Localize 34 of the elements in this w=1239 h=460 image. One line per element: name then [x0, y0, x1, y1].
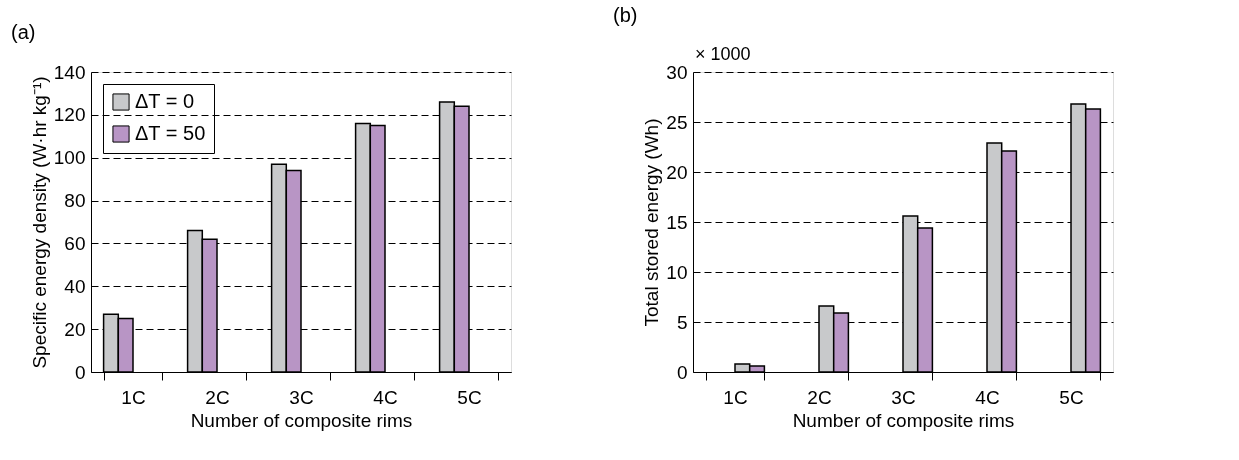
x-tick-label: 1C — [121, 386, 146, 408]
x-tick-label: 3C — [289, 386, 314, 408]
legend-label: ΔT = 0 — [135, 90, 195, 112]
y-tick-label: 25 — [666, 111, 688, 133]
y-tick-label: 140 — [53, 61, 86, 83]
y-tick-label: 60 — [64, 232, 86, 254]
x-axis-title: Number of composite rims — [792, 409, 1015, 431]
y-tick-label: 15 — [666, 211, 688, 233]
x-tick-label: 4C — [373, 386, 398, 408]
x-tick-label: 4C — [975, 386, 1000, 408]
y-tick-label: 0 — [676, 361, 688, 383]
y-tick-label: 0 — [74, 361, 86, 383]
y-axis-title: Specific energy density (W·hr kg⁻¹) — [28, 76, 50, 369]
text: × 1000 — [695, 44, 751, 64]
legend-label: ΔT = 50 — [135, 122, 206, 144]
y-tick-label: 30 — [666, 61, 688, 83]
x-tick-label: 3C — [891, 386, 916, 408]
chart-title: (b) — [613, 4, 638, 26]
y-tick-label: 20 — [64, 318, 86, 340]
x-tick-label: 2C — [807, 386, 832, 408]
x-axis-title: Number of composite rims — [190, 409, 413, 431]
x-tick-label: 5C — [1059, 386, 1084, 408]
y-axis-title: Total stored energy (Wh) — [641, 118, 663, 327]
y-tick-label: 120 — [53, 104, 86, 126]
x-tick-label: 1C — [723, 386, 748, 408]
y-tick-label: 100 — [53, 147, 86, 169]
y-tick-label: 5 — [676, 311, 688, 333]
x-tick-label: 5C — [457, 386, 482, 408]
y-tick-label: 80 — [64, 190, 86, 212]
x-tick-label: 2C — [205, 386, 230, 408]
y-tick-label: 20 — [666, 161, 688, 183]
y-tick-label: 10 — [666, 261, 688, 283]
y-tick-label: 40 — [64, 275, 86, 297]
chart-title: (a) — [11, 21, 36, 43]
